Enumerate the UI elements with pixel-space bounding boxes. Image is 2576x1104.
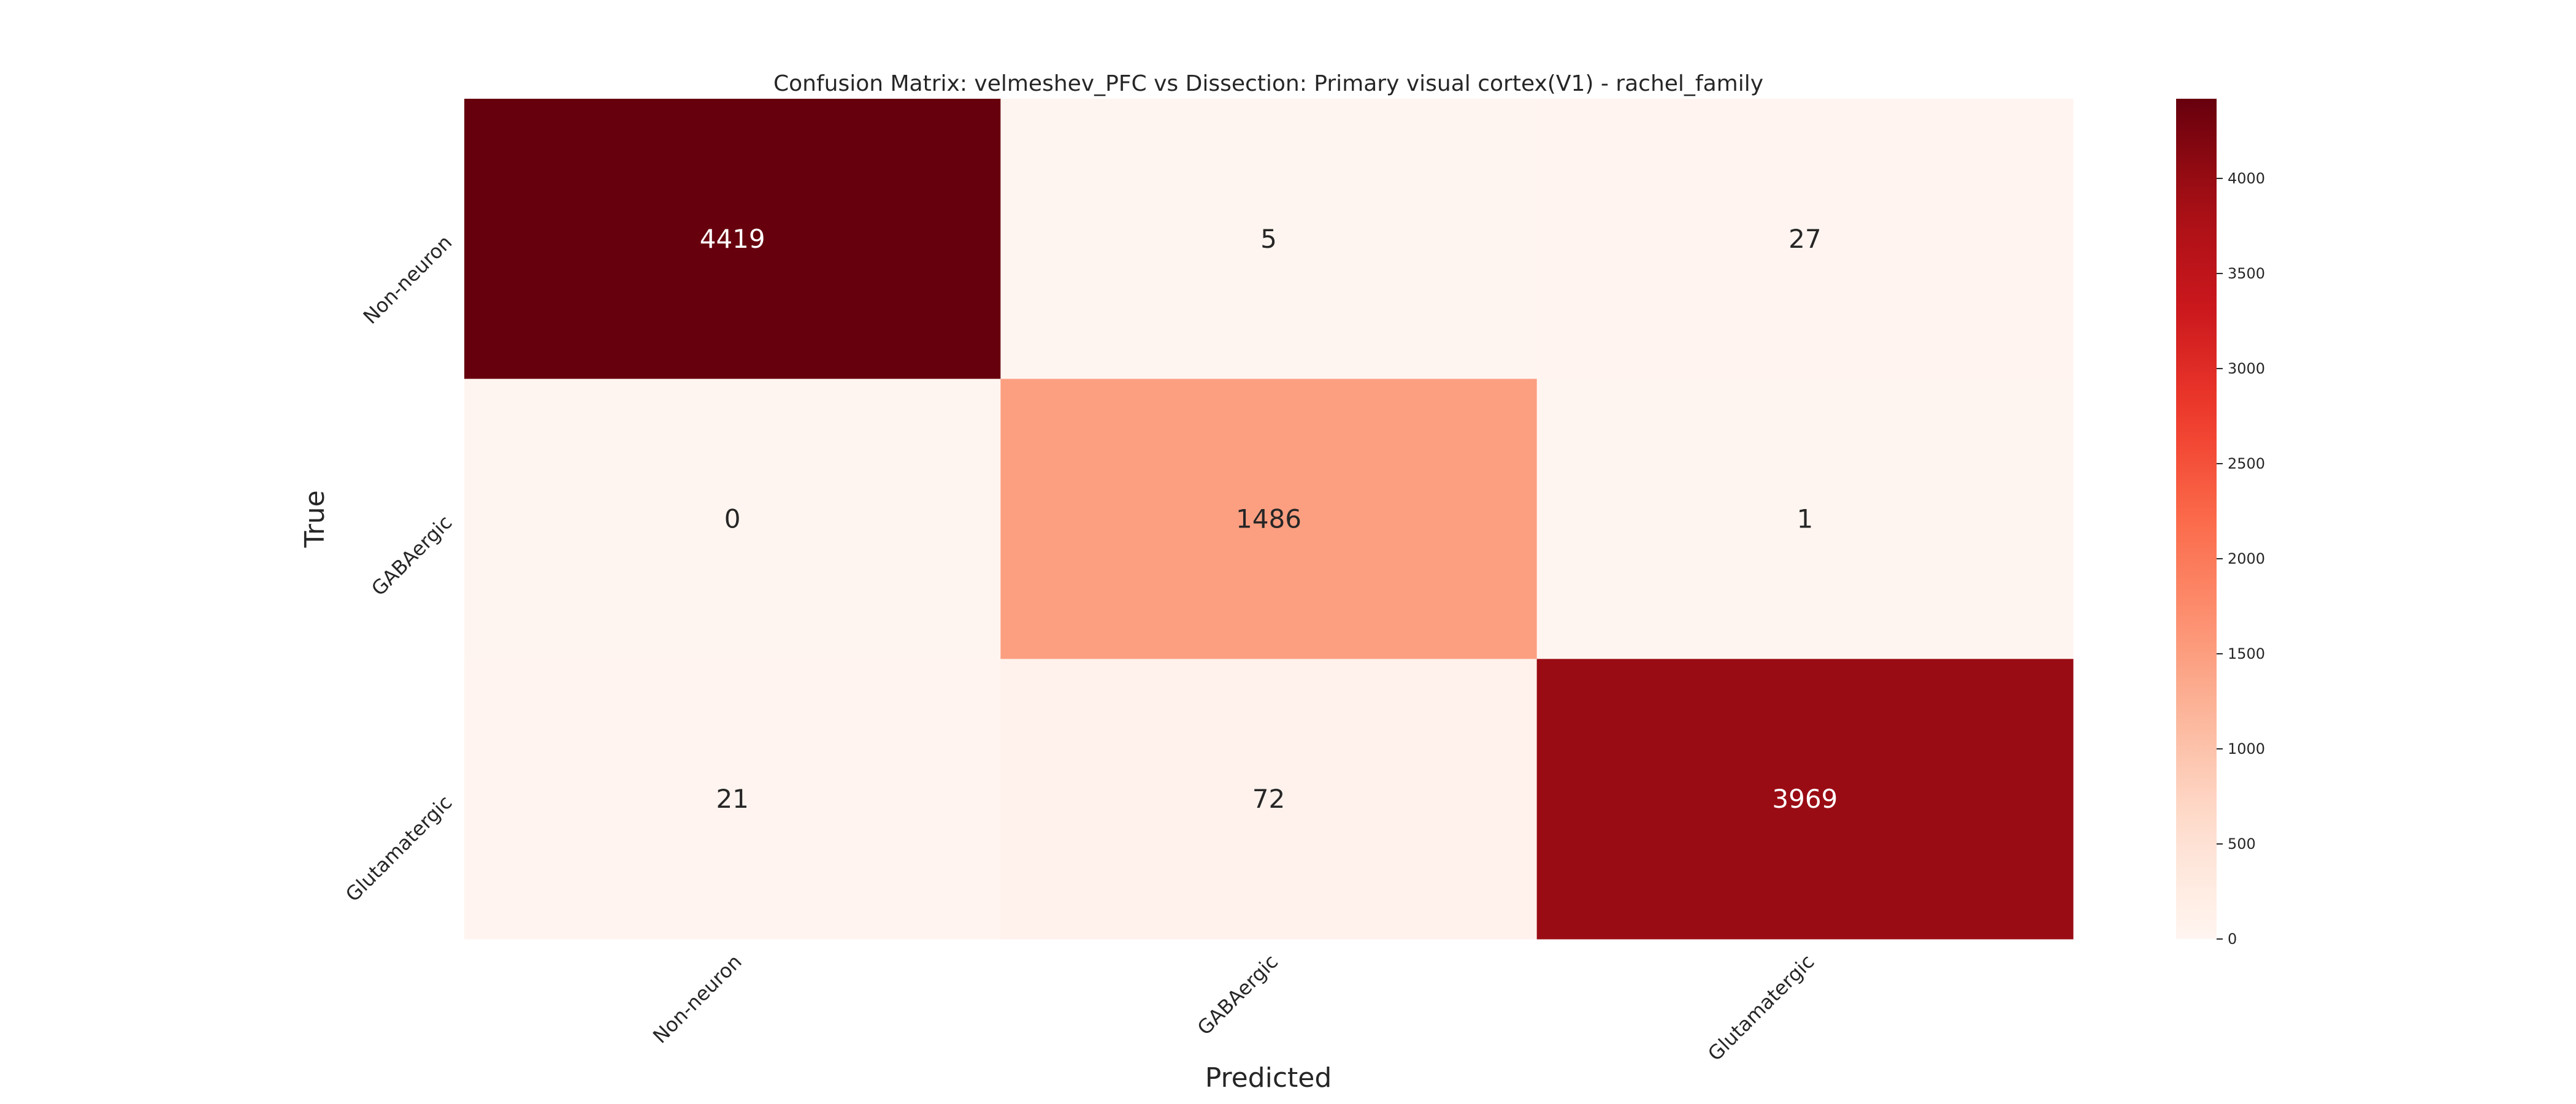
heatmap-cell bbox=[464, 659, 1001, 940]
x-tick-label: Glutamatergic bbox=[1703, 950, 1819, 1065]
y-tick-label: Non-neuron bbox=[359, 231, 457, 329]
heatmap-grid: 4419 5 27 0 1486 1 21 72 3969 bbox=[464, 99, 2074, 940]
cell-value-label: 1486 bbox=[1236, 504, 1301, 534]
heatmap-cell bbox=[464, 378, 1001, 659]
x-tick-labels: Non-neuron GABAergic Glutamatergic bbox=[648, 950, 1819, 1065]
colorbar-gradient bbox=[2176, 99, 2217, 939]
y-tick-labels: Non-neuron GABAergic Glutamatergic bbox=[341, 231, 456, 907]
colorbar-tick-label: 4000 bbox=[2228, 170, 2265, 187]
cell-value-label: 5 bbox=[1260, 224, 1277, 254]
cell-value-label: 3969 bbox=[1772, 784, 1838, 814]
colorbar-tick-label: 500 bbox=[2228, 835, 2256, 853]
x-tick-label: Non-neuron bbox=[648, 950, 746, 1048]
colorbar: 0 500 1000 1500 2000 2500 3000 3500 4000 bbox=[2176, 99, 2265, 948]
cell-value-label: 4419 bbox=[700, 224, 765, 254]
x-axis-label: Predicted bbox=[1205, 1062, 1332, 1094]
heatmap-cell bbox=[1536, 99, 2074, 380]
chart-title: Confusion Matrix: velmeshev_PFC vs Disse… bbox=[773, 71, 1763, 96]
colorbar-tick-label: 1500 bbox=[2228, 645, 2265, 662]
heatmap-cell bbox=[1000, 659, 1538, 940]
y-axis-label: True bbox=[299, 490, 331, 548]
heatmap-cell bbox=[1536, 659, 2074, 940]
colorbar-tick-label: 3000 bbox=[2228, 360, 2265, 377]
heatmap-cell bbox=[1000, 378, 1538, 659]
colorbar-tick-label: 0 bbox=[2228, 930, 2237, 948]
colorbar-tick-label: 2500 bbox=[2228, 455, 2265, 472]
heatmap-cell bbox=[1536, 378, 2074, 659]
colorbar-tick-label: 2000 bbox=[2228, 550, 2265, 567]
y-tick-label: GABAergic bbox=[367, 511, 456, 600]
cell-value-label: 27 bbox=[1788, 224, 1821, 254]
cell-value-label: 0 bbox=[724, 504, 741, 534]
colorbar-tick-label: 1000 bbox=[2228, 740, 2265, 757]
cell-value-label: 72 bbox=[1252, 784, 1285, 814]
cell-value-label: 21 bbox=[716, 784, 748, 814]
colorbar-tick-label: 3500 bbox=[2228, 265, 2265, 282]
y-tick-label: Glutamatergic bbox=[341, 791, 456, 906]
cell-value-label: 1 bbox=[1796, 504, 1813, 534]
heatmap-cell bbox=[464, 99, 1001, 380]
heatmap-cell bbox=[1000, 99, 1538, 380]
x-tick-label: GABAergic bbox=[1193, 950, 1282, 1040]
